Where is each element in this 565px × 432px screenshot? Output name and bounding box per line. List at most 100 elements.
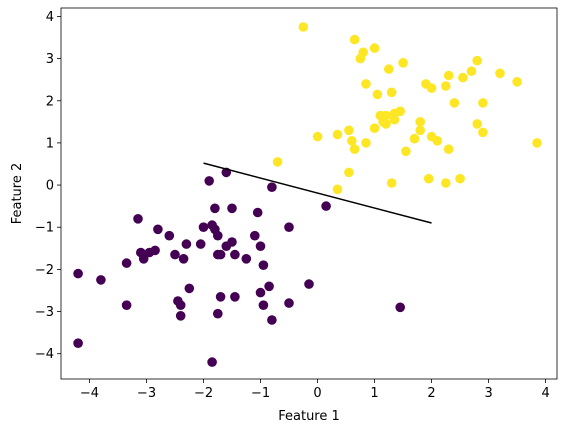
x-tick-label: −4 <box>80 386 99 401</box>
x-axis-label: Feature 1 <box>278 409 340 424</box>
point-class-0-11 <box>164 230 175 241</box>
point-class-1-1 <box>298 22 309 32</box>
point-class-0-42 <box>258 260 269 271</box>
point-class-1-46 <box>472 55 483 66</box>
y-tick-label: 2 <box>46 94 54 109</box>
point-class-1-5 <box>344 125 354 136</box>
point-class-0-27 <box>215 249 226 260</box>
x-tick-label: 3 <box>484 386 492 401</box>
point-class-0-10 <box>153 224 163 235</box>
point-class-1-38 <box>441 178 451 188</box>
point-class-0-20 <box>198 222 209 232</box>
x-tick-label: −1 <box>251 386 270 401</box>
point-class-0-0 <box>73 268 83 279</box>
point-class-0-45 <box>267 315 277 325</box>
point-class-0-43 <box>258 300 269 311</box>
point-class-0-17 <box>181 239 192 249</box>
point-class-0-44 <box>264 281 274 292</box>
point-class-0-48 <box>284 298 294 308</box>
point-class-0-5 <box>133 214 143 224</box>
point-class-1-13 <box>361 138 371 148</box>
point-class-1-48 <box>478 127 488 138</box>
point-class-1-37 <box>432 136 443 146</box>
y-tick-label: 3 <box>46 52 54 67</box>
point-class-0-28 <box>215 292 226 302</box>
point-class-1-23 <box>386 87 397 98</box>
point-class-0-49 <box>304 279 314 289</box>
point-class-0-51 <box>395 302 406 313</box>
y-tick-label: 0 <box>46 179 54 194</box>
point-class-0-4 <box>121 300 132 311</box>
point-class-1-22 <box>384 64 394 74</box>
point-class-0-50 <box>321 201 331 211</box>
point-class-0-46 <box>267 182 277 192</box>
y-tick-label: 1 <box>46 136 54 151</box>
point-class-1-6 <box>344 167 354 178</box>
y-tick-label: −1 <box>35 221 54 236</box>
point-class-0-34 <box>227 237 237 247</box>
point-class-0-25 <box>213 230 223 241</box>
point-class-1-32 <box>415 117 426 127</box>
point-class-1-9 <box>349 34 360 45</box>
point-class-1-28 <box>398 58 408 68</box>
y-tick-label: −4 <box>35 347 54 362</box>
point-class-1-42 <box>449 98 460 108</box>
point-class-1-27 <box>395 106 406 117</box>
point-class-1-24 <box>386 178 397 188</box>
point-class-0-39 <box>252 207 263 218</box>
point-class-0-37 <box>241 253 252 264</box>
point-class-0-40 <box>255 241 266 251</box>
point-class-0-47 <box>284 222 294 232</box>
point-class-1-14 <box>369 43 380 53</box>
x-tick-label: 4 <box>541 386 549 401</box>
point-class-1-12 <box>361 79 371 89</box>
point-class-1-36 <box>426 83 437 93</box>
x-tick-label: 1 <box>370 386 378 401</box>
point-class-0-29 <box>213 308 223 319</box>
point-class-0-23 <box>210 203 220 214</box>
point-class-1-39 <box>441 81 451 91</box>
point-class-1-31 <box>415 125 426 136</box>
point-class-0-12 <box>170 249 180 260</box>
point-class-0-41 <box>255 287 266 298</box>
point-class-1-4 <box>332 129 343 140</box>
point-class-0-9 <box>150 245 160 256</box>
point-class-1-7 <box>347 136 357 146</box>
point-class-1-11 <box>358 47 369 58</box>
point-class-0-2 <box>96 275 106 285</box>
x-tick-label: 2 <box>427 386 435 401</box>
point-class-0-3 <box>121 258 132 268</box>
point-class-0-30 <box>207 357 217 367</box>
x-tick-label: 0 <box>313 386 321 401</box>
point-class-1-20 <box>381 119 391 129</box>
point-class-1-3 <box>332 184 343 195</box>
point-class-0-33 <box>227 203 237 214</box>
x-tick-label: −3 <box>137 386 156 401</box>
point-class-0-18 <box>184 283 195 294</box>
x-axis-ticks: −4 −3 −2 −1 0 1 2 3 4 <box>80 379 550 401</box>
point-class-1-40 <box>443 144 454 154</box>
boundary-line-layer <box>203 162 432 224</box>
point-class-1-43 <box>455 173 465 184</box>
point-class-0-35 <box>230 249 240 260</box>
point-class-1-29 <box>401 146 411 157</box>
point-class-1-45 <box>466 66 477 76</box>
point-class-0-7 <box>138 253 149 264</box>
point-class-1-21 <box>381 110 391 121</box>
point-class-0-19 <box>195 239 206 249</box>
point-class-1-49 <box>478 98 488 108</box>
point-class-1-44 <box>458 72 468 83</box>
point-class-0-15 <box>175 311 186 321</box>
point-class-1-30 <box>409 133 420 144</box>
y-axis-label: Feature 2 <box>10 163 25 225</box>
point-class-1-52 <box>532 138 542 148</box>
point-class-1-26 <box>389 114 400 125</box>
y-tick-label: 4 <box>46 10 54 25</box>
plot-frame <box>60 7 558 380</box>
point-class-1-50 <box>495 68 505 79</box>
point-class-1-15 <box>369 123 380 133</box>
point-class-1-47 <box>472 119 483 129</box>
points-layer <box>73 22 542 367</box>
point-class-0-36 <box>230 292 240 302</box>
